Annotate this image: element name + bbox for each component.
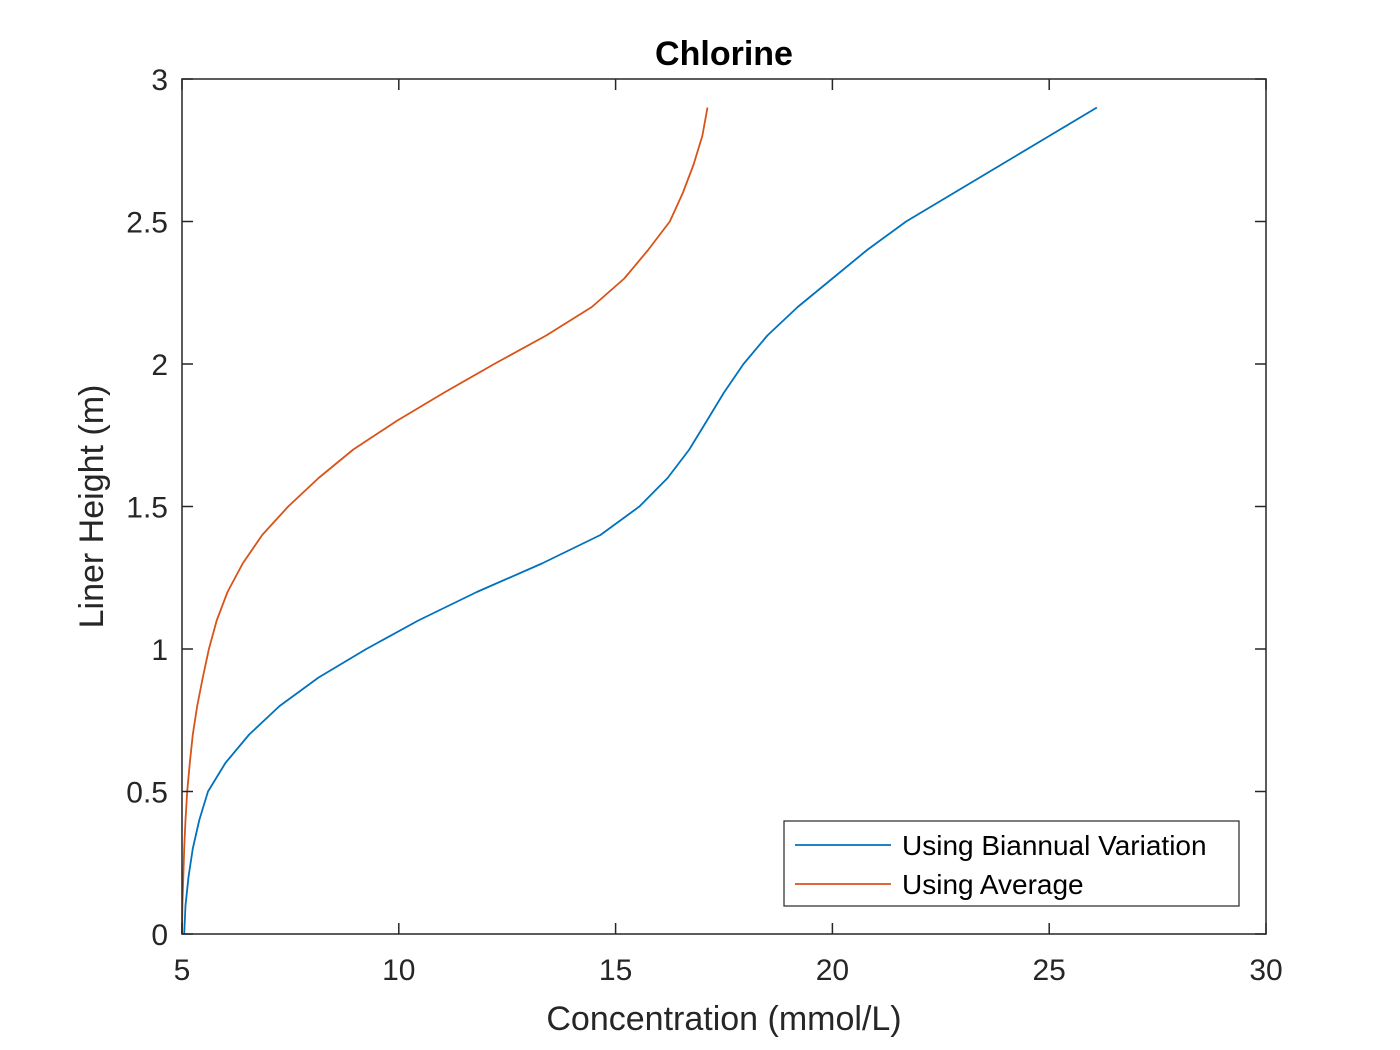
x-tick-label: 5 [174, 954, 191, 987]
y-tick-label: 1.5 [126, 492, 168, 525]
series-line-1 [183, 106, 1098, 935]
x-tick-label: 20 [816, 954, 849, 987]
series-layer [181, 106, 1098, 935]
y-tick-label: 2 [151, 349, 168, 382]
y-axis-title: Liner Height (m) [73, 385, 111, 629]
y-tick-label: 3 [151, 64, 168, 97]
x-tick-label: 25 [1033, 954, 1066, 987]
chart-title: Chlorine [655, 35, 793, 73]
plot-area [182, 79, 1266, 934]
series-line-2 [181, 107, 709, 935]
x-axis-title: Concentration (mmol/L) [546, 1000, 901, 1038]
y-tick-label: 0 [151, 919, 168, 952]
x-tick-label: 15 [599, 954, 632, 987]
y-tick-label: 1 [151, 634, 168, 667]
x-tick-label: 10 [382, 954, 415, 987]
ticks-layer: 5 10 15 20 25 30 0 0.5 1 1.5 2 2.5 3 [126, 64, 1282, 987]
legend-label: Using Biannual Variation [902, 830, 1207, 861]
y-tick-label: 2.5 [126, 207, 168, 240]
legend-box [783, 820, 1240, 907]
legend-label: Using Average [902, 869, 1084, 900]
legend: Using Biannual Variation Using Average [783, 820, 1240, 907]
x-tick-label: 30 [1249, 954, 1282, 987]
y-tick-label: 0.5 [126, 777, 168, 810]
